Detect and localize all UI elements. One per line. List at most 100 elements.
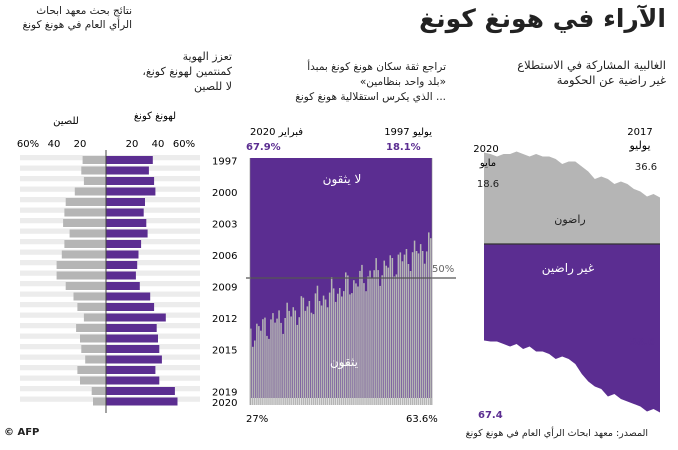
trust-bar — [351, 293, 353, 405]
cn-bar — [93, 397, 106, 406]
trust-bar — [314, 293, 317, 405]
panel2-chart: يوليو 1997 فبراير 2020 18.1% 67.9% 63.6%… — [246, 127, 456, 425]
trust-bar — [274, 322, 276, 405]
trust-bar — [391, 258, 394, 405]
panel1-subtitle: الغالبية المشاركة في الاستطلاع غير راضية … — [517, 58, 666, 87]
cn-bar — [65, 198, 106, 206]
hk-bar — [106, 376, 160, 385]
cn-bar — [56, 261, 106, 269]
cn-bar — [65, 282, 106, 290]
cn-bar — [76, 324, 106, 332]
hk-tick: 20 — [126, 139, 139, 150]
trust-bar — [377, 270, 379, 405]
cn-bar — [74, 187, 106, 196]
cn-tick: 20 — [74, 139, 87, 150]
trust-bar — [270, 319, 272, 405]
year-label: 2020 — [212, 398, 237, 409]
trust-bar — [393, 276, 396, 405]
trust-bar — [262, 319, 264, 405]
trust-bar — [371, 277, 373, 405]
trust-bar — [357, 286, 359, 405]
trust-bar — [343, 291, 345, 405]
trust-bar — [395, 274, 398, 405]
year-label: 2003 — [212, 220, 237, 231]
hk-bar — [106, 198, 145, 206]
trust-bar — [300, 296, 303, 405]
cn-bar — [91, 387, 106, 395]
trust-bar — [272, 313, 274, 405]
year-label: 2000 — [212, 188, 237, 199]
hk-bar — [106, 282, 140, 290]
p1-sat-start: 18.6 — [477, 179, 499, 190]
hk-bar — [106, 240, 142, 248]
trust-bar — [339, 288, 341, 405]
p2-bot-end: 27% — [246, 414, 268, 425]
p2-start-label: يوليو 1997 — [384, 127, 432, 138]
year-label: 2006 — [212, 251, 237, 262]
trust-bar — [375, 258, 377, 405]
trust-bar — [355, 283, 357, 405]
trust-bar — [288, 310, 290, 405]
col-hk: لهونغ كونغ — [134, 111, 176, 122]
cn-bar — [69, 229, 106, 238]
trust-bar — [373, 270, 375, 405]
trust-bar — [425, 251, 428, 405]
trust-bar — [252, 346, 254, 405]
trust-bar — [292, 307, 295, 405]
hk-bar — [106, 303, 155, 311]
hk-bar — [106, 156, 153, 164]
trust-bar — [308, 301, 311, 405]
cn-bar — [64, 208, 106, 217]
trust-bar — [332, 288, 335, 405]
label-dissatisfied: غير راضين — [542, 261, 594, 276]
trust-bar — [290, 316, 292, 405]
p1-sat-end: 36.6 — [635, 162, 657, 173]
trust-bar — [389, 255, 392, 405]
panel1-chart: 2017 يوليو 2020 مايو 18.6 36.6 67.4 38.6… — [473, 127, 660, 421]
hk-bar — [106, 366, 156, 374]
hk-bar — [106, 397, 178, 406]
satisfied-area — [484, 151, 660, 244]
cn-bar — [80, 334, 106, 343]
trust-bar — [421, 251, 424, 405]
trust-bar — [385, 265, 388, 405]
cn-bar — [64, 240, 106, 248]
cn-bar — [80, 376, 106, 385]
trust-bar — [330, 277, 333, 405]
cn-tick: 40 — [48, 139, 61, 150]
p1-start-year: 2017 — [627, 127, 652, 138]
trust-bar — [353, 280, 355, 405]
p1-end-year: 2020 — [473, 144, 498, 155]
hk-bar — [106, 334, 158, 343]
cn-bar — [83, 177, 106, 185]
trust-bar — [310, 312, 313, 405]
trust-bar — [381, 275, 383, 405]
cn-bar — [77, 366, 106, 374]
trust-bar — [365, 291, 367, 405]
page-title: الآراء في هونغ كونغ — [419, 4, 666, 33]
trust-bar — [405, 249, 408, 405]
trust-bar — [320, 305, 323, 405]
hk-bar — [106, 250, 139, 259]
cn-bar — [83, 313, 106, 322]
hk-bar — [106, 208, 144, 217]
hk-bar — [106, 177, 155, 185]
trust-bar — [276, 318, 278, 405]
label-trust: يثقون — [330, 355, 358, 370]
trust-bar — [363, 283, 365, 405]
p2-bot-start: 63.6% — [406, 414, 438, 425]
trust-bar — [413, 240, 416, 405]
trust-bar — [423, 263, 426, 405]
trust-bar — [417, 253, 420, 405]
trust-bar — [419, 244, 422, 405]
hk-tick: 40 — [152, 139, 165, 150]
hk-bar — [106, 355, 162, 364]
hk-tick: 60% — [173, 139, 195, 150]
trust-bar — [256, 323, 258, 405]
afp-logo: © AFP — [4, 427, 40, 438]
trust-bar — [334, 301, 337, 405]
trust-bar — [411, 252, 414, 405]
trust-bar — [359, 270, 361, 405]
trust-bar — [415, 251, 418, 405]
trust-bar — [268, 338, 270, 405]
